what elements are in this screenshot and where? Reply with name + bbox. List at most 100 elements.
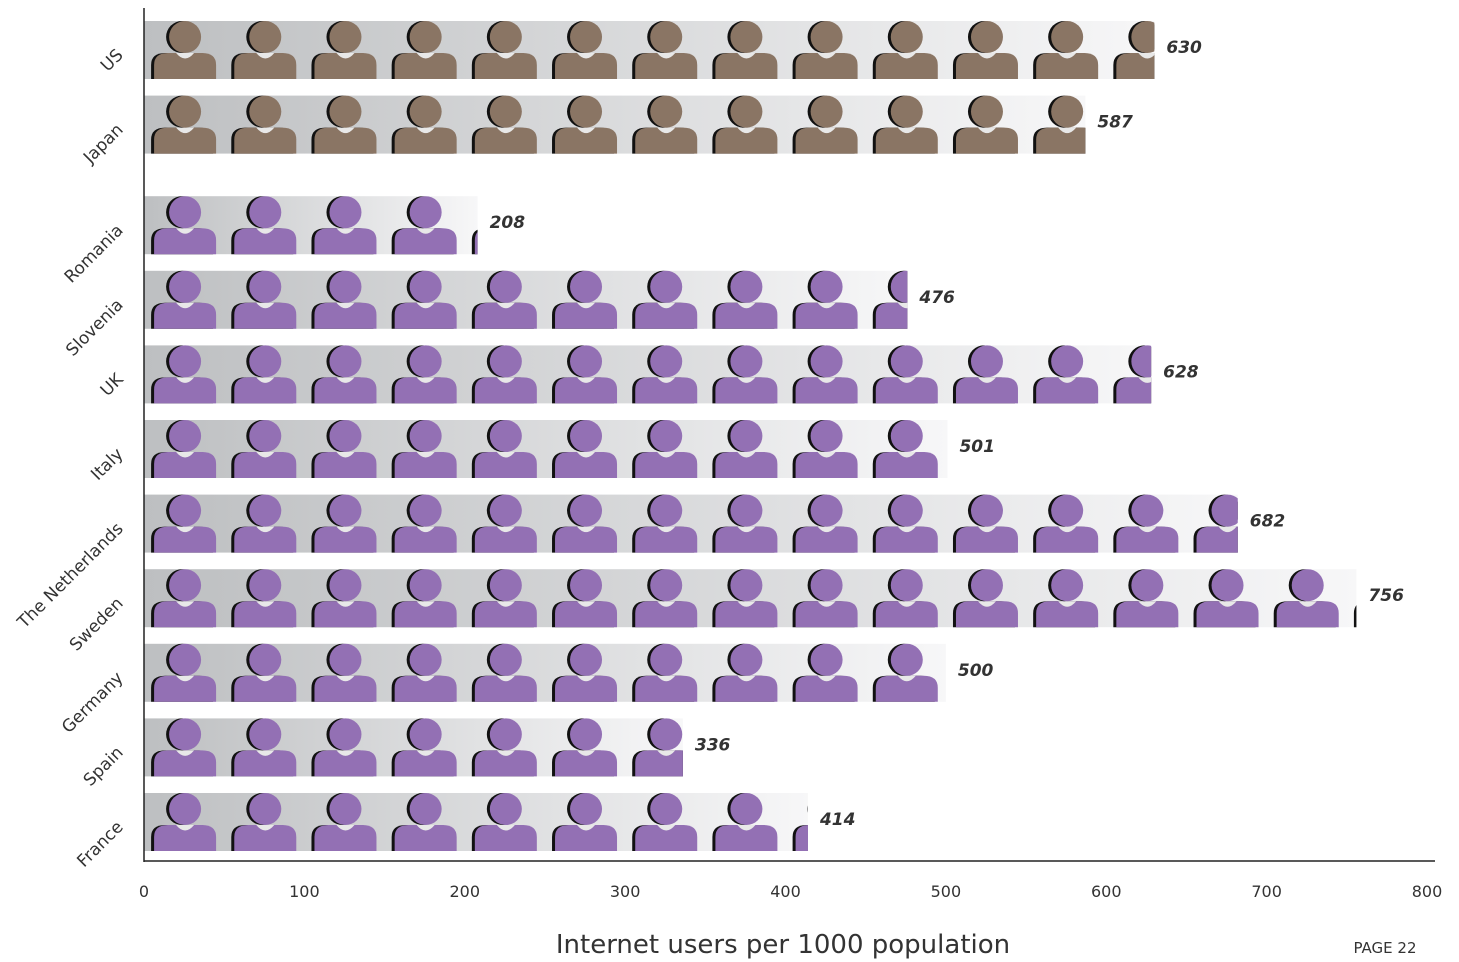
person-icon	[552, 270, 618, 329]
person-icon	[1193, 494, 1238, 553]
person-icon	[872, 345, 938, 404]
person-icon	[712, 95, 778, 154]
person-icon	[632, 420, 698, 478]
x-tick-label: 200	[449, 882, 480, 901]
person-icon	[1113, 494, 1179, 553]
person-icon	[792, 643, 858, 702]
person-icon	[952, 345, 1018, 404]
person-icon	[792, 95, 858, 154]
person-icon	[872, 270, 908, 329]
person-icon	[391, 494, 457, 553]
category-label: US	[97, 45, 128, 76]
person-icon	[471, 229, 478, 255]
person-icon	[1353, 605, 1357, 628]
person-icon	[311, 643, 377, 702]
person-icon	[311, 95, 377, 154]
category-label: Germany	[58, 668, 127, 737]
person-icon	[391, 643, 457, 702]
x-tick-label: 500	[931, 882, 962, 901]
person-icon	[1033, 95, 1086, 154]
person-icon	[632, 95, 698, 154]
person-icon	[471, 270, 537, 329]
person-icon	[231, 718, 297, 777]
person-icon	[391, 793, 457, 851]
person-icon	[311, 718, 377, 777]
person-icon	[552, 420, 618, 478]
person-icon	[872, 21, 938, 79]
person-icon	[632, 270, 698, 329]
value-label: 628	[1163, 362, 1199, 382]
category-label: UK	[97, 369, 128, 400]
person-icon	[1113, 21, 1155, 79]
category-label: Romania	[61, 221, 128, 288]
person-icon	[552, 569, 618, 628]
category-label: Italy	[87, 444, 127, 484]
person-icon	[311, 420, 377, 478]
person-icon	[792, 420, 858, 478]
person-icon	[712, 21, 778, 79]
person-icon	[712, 270, 778, 329]
category-label: Sweden	[66, 594, 128, 656]
person-icon	[471, 21, 537, 79]
value-label: 476	[918, 288, 955, 308]
person-icon	[471, 643, 537, 702]
person-icon	[632, 793, 698, 851]
person-icon	[792, 21, 858, 79]
person-icon	[231, 643, 297, 702]
person-icon	[552, 95, 618, 154]
person-icon	[952, 494, 1018, 553]
person-icon	[872, 569, 938, 628]
person-icon	[471, 793, 537, 851]
x-axis-label: Internet users per 1000 population	[556, 930, 1010, 960]
person-icon	[231, 95, 297, 154]
person-icon	[552, 718, 618, 777]
x-tick-label: 800	[1412, 882, 1443, 901]
person-icon	[952, 95, 1018, 154]
person-icon	[471, 420, 537, 478]
bar-row: 476	[144, 270, 955, 329]
person-icon	[471, 569, 537, 628]
person-icon	[952, 569, 1018, 628]
bars: 630 587 208 476 628 501 682 756 500 336 414	[144, 21, 1404, 851]
person-icon	[792, 494, 858, 553]
bar-row: 587	[144, 95, 1133, 154]
person-icon	[311, 494, 377, 553]
person-icon	[311, 270, 377, 329]
x-tick-label: 700	[1251, 882, 1282, 901]
person-icon	[231, 494, 297, 553]
person-icon	[471, 718, 537, 777]
person-icon	[231, 420, 297, 478]
person-icon	[151, 196, 217, 255]
category-label: France	[73, 817, 127, 871]
value-label: 501	[959, 437, 995, 457]
person-icon	[311, 196, 377, 255]
person-icon	[872, 420, 938, 478]
person-icon	[1033, 345, 1099, 404]
person-icon	[632, 569, 698, 628]
category-label: Spain	[80, 743, 128, 791]
person-icon	[632, 718, 683, 777]
person-icon	[552, 793, 618, 851]
bar-row: 682	[144, 494, 1286, 553]
category-label: Japan	[79, 120, 127, 168]
person-icon	[632, 345, 698, 404]
person-icon	[872, 494, 938, 553]
x-tick-label: 300	[610, 882, 641, 901]
person-icon	[151, 793, 217, 851]
person-icon	[632, 21, 698, 79]
person-icon	[632, 494, 698, 553]
person-icon	[391, 270, 457, 329]
person-icon	[1033, 21, 1099, 79]
person-icon	[231, 793, 297, 851]
value-label: 414	[819, 810, 856, 830]
person-icon	[872, 95, 938, 154]
person-icon	[471, 345, 537, 404]
person-icon	[151, 569, 217, 628]
value-label: 587	[1097, 113, 1133, 133]
person-icon	[712, 793, 778, 851]
person-icon	[552, 21, 618, 79]
person-icon	[712, 494, 778, 553]
value-label: 682	[1250, 512, 1286, 532]
